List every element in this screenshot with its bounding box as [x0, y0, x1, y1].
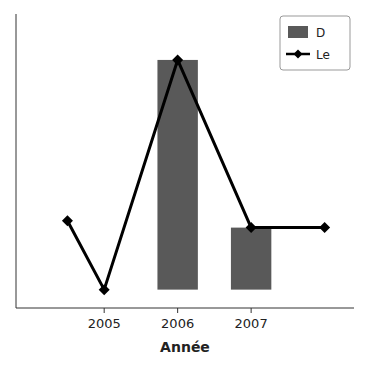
plot-area: [62, 54, 330, 295]
x-axis-line: [16, 308, 354, 309]
legend-label: D: [316, 26, 325, 40]
x-tick: [104, 308, 105, 313]
marker: [246, 222, 257, 233]
marker: [319, 222, 330, 233]
chart: 2005 2006 2007 Année D Le: [0, 0, 370, 370]
x-tick: [251, 308, 252, 313]
marker: [62, 215, 73, 226]
line: [67, 60, 324, 290]
x-tick-label: 2007: [235, 316, 268, 331]
x-tick-label: 2005: [88, 316, 121, 331]
bar: [231, 228, 271, 290]
legend-frame: [280, 16, 350, 70]
x-tick-label: 2006: [161, 316, 194, 331]
legend-marker: [294, 50, 303, 59]
y-axis-line: [16, 14, 17, 308]
x-tick: [177, 308, 178, 313]
marker: [172, 54, 183, 65]
x-axis-label: Année: [160, 339, 210, 355]
legend-swatch: [288, 26, 308, 38]
legend: D Le: [280, 16, 350, 70]
legend-label: Le: [316, 48, 330, 62]
marker: [99, 284, 110, 295]
